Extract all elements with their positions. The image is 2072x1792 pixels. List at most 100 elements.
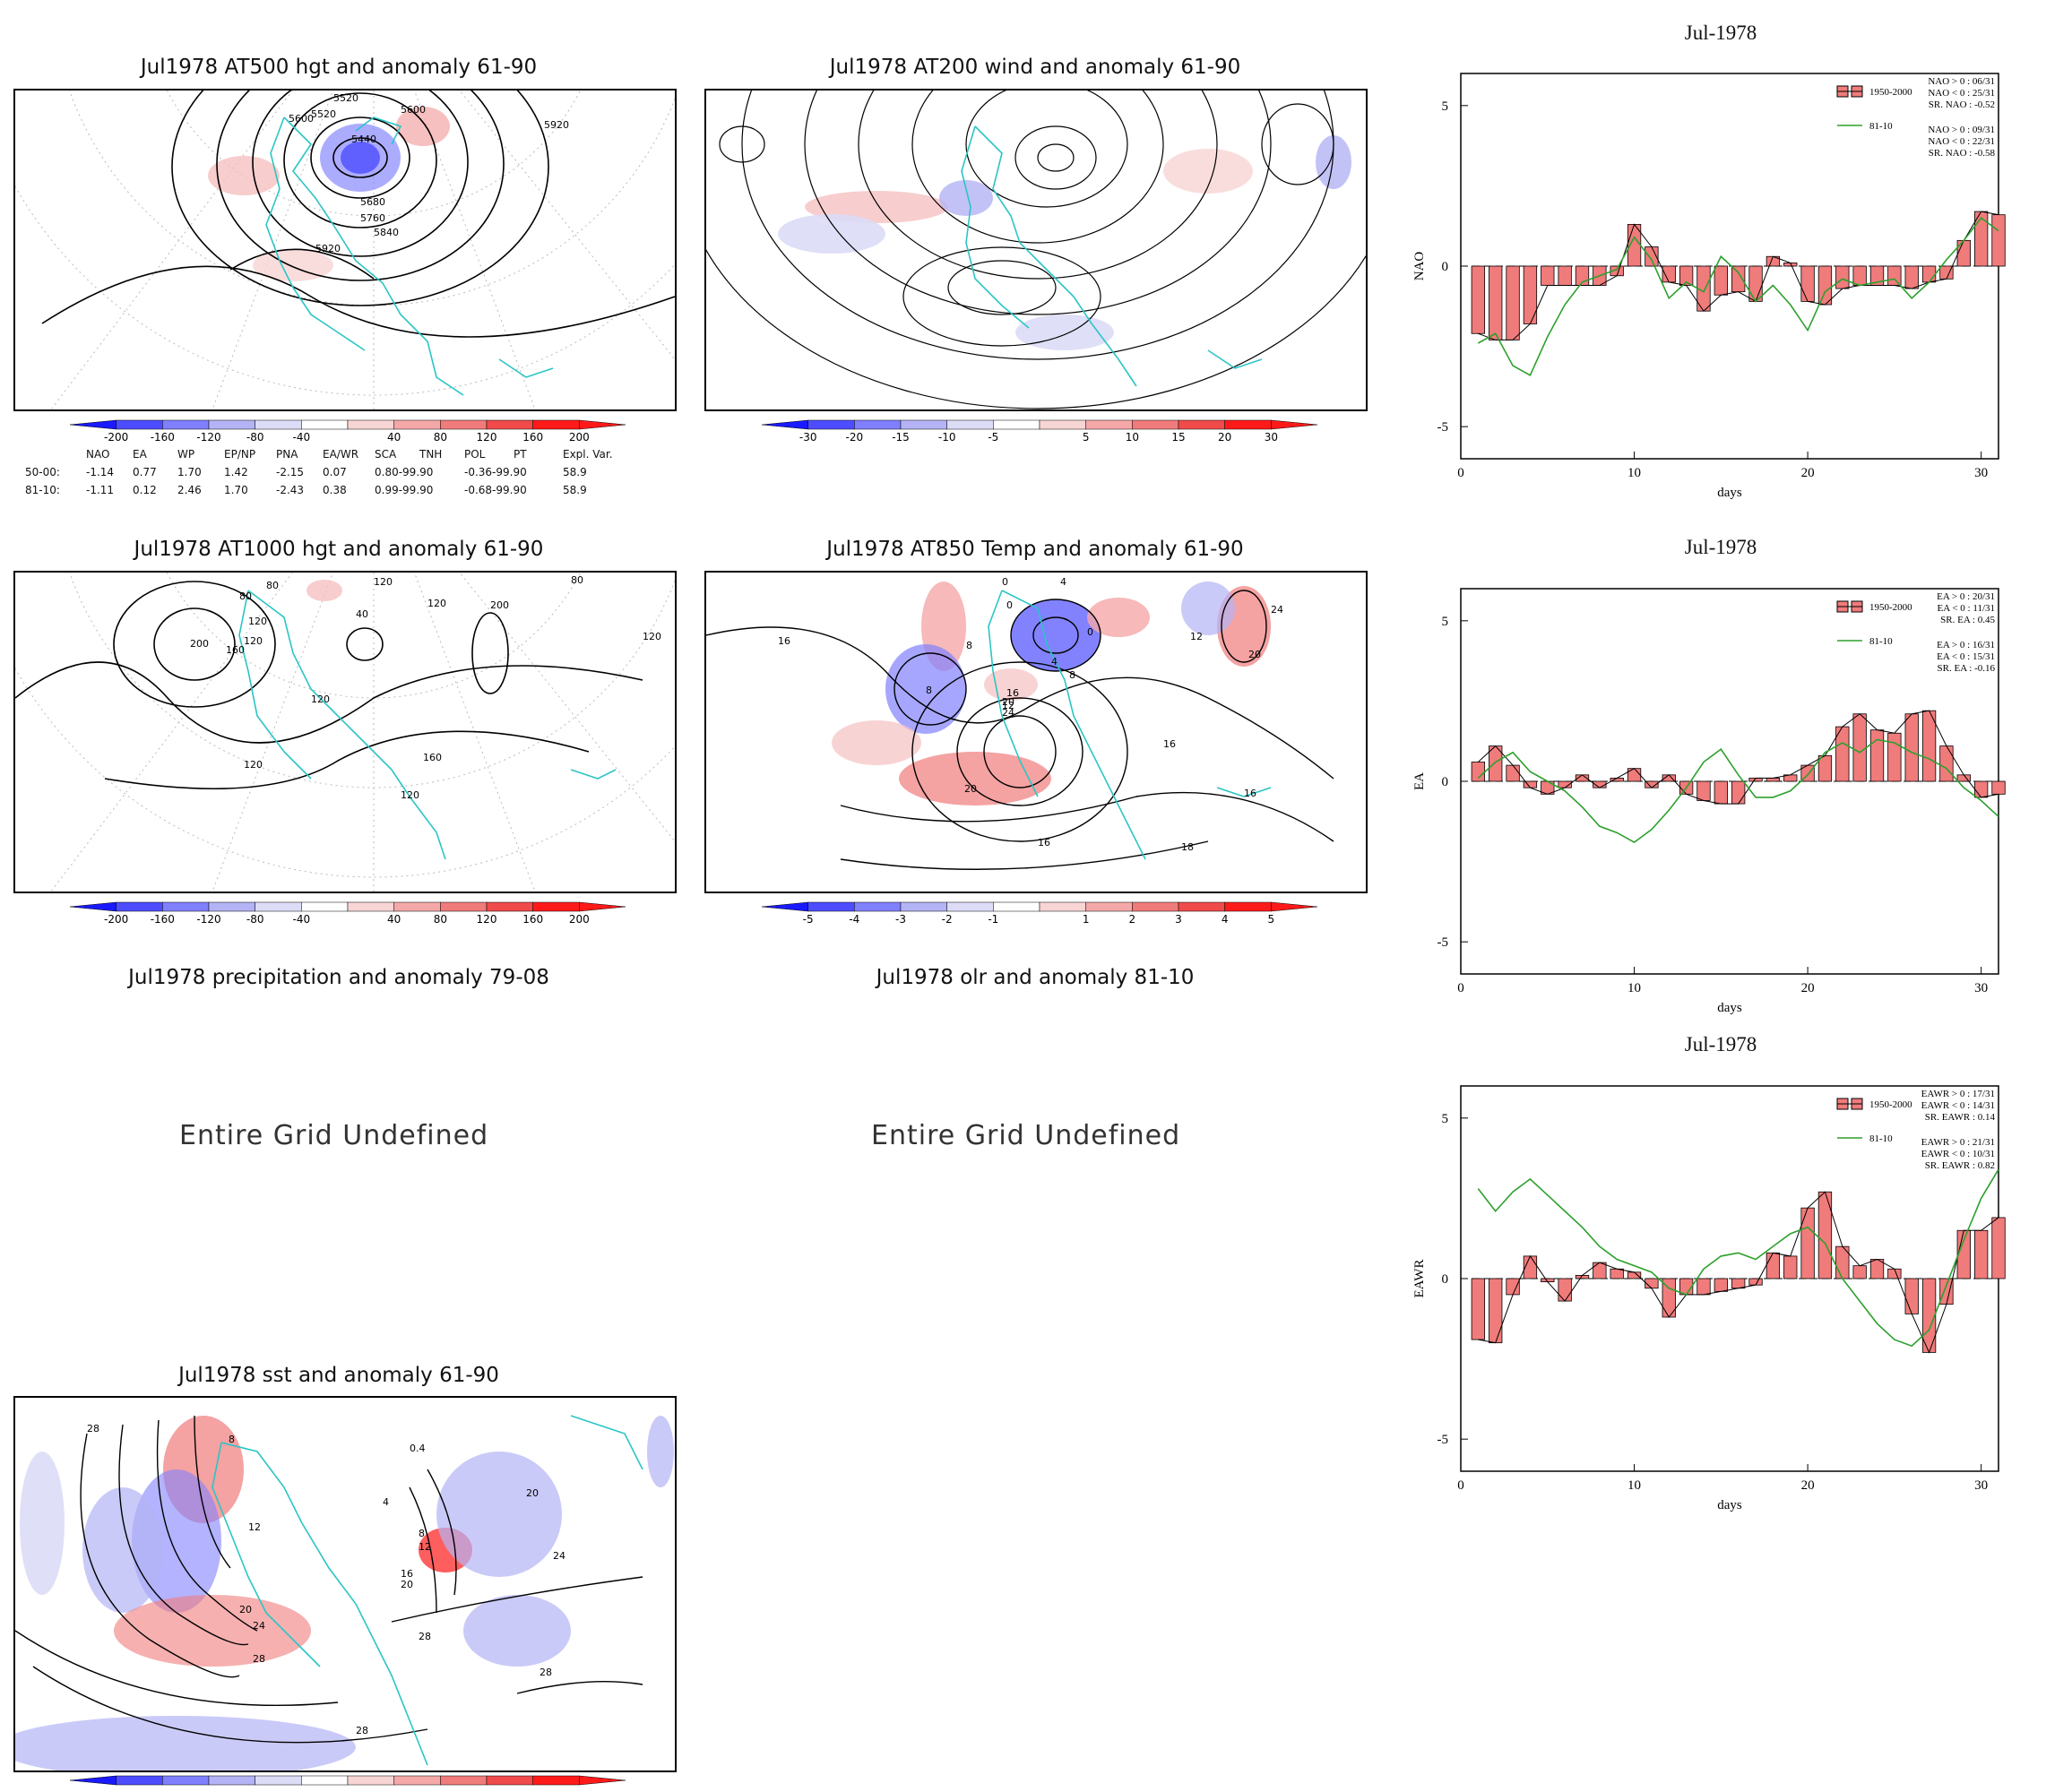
colorbar-segment — [1224, 901, 1272, 912]
bar — [1506, 265, 1520, 340]
table-header: EA — [133, 448, 147, 461]
colorbar-segment — [1178, 901, 1225, 912]
colorbar-segment — [1178, 419, 1225, 430]
stat-annotation: NAO > 0 : 06/31 — [1928, 76, 1995, 87]
bar — [1593, 1262, 1607, 1279]
table-cell: -0.68-99.90 — [464, 484, 527, 496]
table-header: SCA — [375, 448, 397, 461]
colorbar-segment — [1224, 419, 1272, 430]
table-header: EA/WR — [323, 448, 359, 461]
contour-label: 16 — [401, 1568, 413, 1580]
colorbar-segment — [993, 901, 1040, 912]
bar — [1558, 1278, 1572, 1302]
colorbar-segment — [393, 1775, 441, 1786]
table-cell: -1.14 — [86, 466, 115, 478]
colorbar-hgt-at500: -200 -160 -120 -80 -40 40 80 120 160 200 — [69, 419, 626, 444]
x-axis-label: days — [1717, 486, 1742, 500]
colorbar-segment — [301, 901, 349, 912]
contour-label: 5840 — [374, 227, 399, 238]
map-at1000: 80 80 120 120 40 120 200 200 160 120 120… — [13, 571, 677, 893]
colorbar-wind-at200: -30 -20 -15 -10 -5 5 10 15 20 30 — [761, 419, 1318, 444]
panel-title-olr: Jul1978 olr and anomaly 81-10 — [876, 966, 1195, 989]
colorbar-tick-label: 15 — [1171, 431, 1185, 444]
colorbar-tick-label: -5 — [988, 431, 998, 444]
contour-label: 120 — [248, 616, 267, 627]
colorbar-segment — [532, 419, 580, 430]
colorbar-tick-label: 10 — [1126, 431, 1139, 444]
contour-label: 12 — [419, 1541, 431, 1553]
bar — [1541, 265, 1555, 286]
contour-label: 20 — [526, 1487, 539, 1499]
y-tick-label: 0 — [1442, 775, 1449, 789]
colorbar-segment — [162, 901, 210, 912]
colorbar-tick-label: 1 — [1083, 913, 1090, 926]
colorbar-segment — [162, 1775, 210, 1786]
contour-label: 5920 — [315, 243, 341, 254]
bar — [1991, 780, 2006, 795]
colorbar-segment — [393, 419, 441, 430]
bar — [1489, 1278, 1503, 1344]
contour-label: 8 — [966, 640, 972, 651]
bar — [1835, 265, 1850, 289]
colorbar-arrow-right — [1271, 419, 1318, 430]
contour-label: 120 — [643, 631, 661, 642]
contour-label: 12 — [1190, 631, 1203, 642]
contour-label: 40 — [356, 608, 368, 620]
bar — [1731, 1278, 1746, 1289]
stat-annotation: NAO < 0 : 22/31 — [1928, 136, 1995, 147]
bar — [1783, 1255, 1798, 1279]
colorbar-segment — [486, 901, 533, 912]
colorbar-arrow-left — [761, 901, 808, 912]
x-tick-label: 0 — [1457, 981, 1464, 995]
table-header: POL — [464, 448, 486, 461]
colorbar-segment — [1132, 901, 1179, 912]
bar — [1523, 265, 1538, 324]
table-row-label: 81-10: — [25, 484, 60, 496]
contour-label: 28 — [540, 1667, 552, 1678]
contour-label: 5520 — [311, 108, 336, 120]
map-at1000-svg: 80 80 120 120 40 120 200 200 160 120 120… — [15, 573, 675, 892]
colorbar-arrow-left — [69, 901, 117, 912]
stat-annotation: NAO > 0 : 09/31 — [1928, 125, 1995, 135]
bar — [1887, 732, 1902, 782]
colorbar-tick-label: 200 — [569, 431, 590, 444]
table-cell: 0.38 — [323, 484, 347, 496]
colorbar-tick-label: 120 — [477, 431, 497, 444]
contour-label: 0 — [1002, 576, 1008, 588]
colorbar-tick-label: -160 — [151, 431, 175, 444]
colorbar-arrow-left — [761, 419, 808, 430]
colorbar-segment — [1039, 901, 1086, 912]
x-axis-label: days — [1717, 1498, 1742, 1512]
colorbar-tick-label: -4 — [849, 913, 859, 926]
colorbar-arrow-right — [1271, 901, 1318, 912]
colorbar-segment — [946, 419, 994, 430]
bar — [1852, 713, 1867, 782]
colorbar-tick-label: 200 — [569, 913, 590, 926]
y-axis-label: EAWR — [1412, 1260, 1427, 1298]
colorbar-segment — [393, 901, 441, 912]
x-tick-label: 30 — [1974, 466, 1988, 480]
contour-label: 5520 — [333, 92, 358, 104]
bar — [1991, 1217, 2006, 1279]
colorbar-segment — [255, 419, 302, 430]
panel-title-at500: Jul1978 AT500 hgt and anomaly 61-90 — [140, 56, 538, 79]
y-tick-label: 5 — [1442, 1112, 1449, 1126]
colorbar-segment — [440, 419, 488, 430]
contour-label: 16 — [1163, 738, 1176, 750]
bar — [1904, 1278, 1919, 1314]
bar — [1973, 780, 1989, 798]
bar — [1921, 710, 1937, 782]
map-at200 — [704, 89, 1368, 411]
bar — [1748, 265, 1763, 302]
colorbar-tick-label: -200 — [104, 913, 128, 926]
contour-label: 8 — [419, 1528, 425, 1539]
contour-label: 80 — [266, 580, 279, 591]
colorbar-tick-label: 5 — [1083, 431, 1090, 444]
contour-label: 28 — [356, 1725, 368, 1736]
stat-annotation: EA < 0 : 15/31 — [1937, 651, 1995, 662]
table-cell: 58.9 — [563, 484, 587, 496]
bar — [1887, 1268, 1902, 1279]
panel-title-at1000: Jul1978 AT1000 hgt and anomaly 61-90 — [134, 538, 544, 561]
contour-label: 28 — [419, 1631, 431, 1642]
colorbar-segment — [993, 419, 1040, 430]
